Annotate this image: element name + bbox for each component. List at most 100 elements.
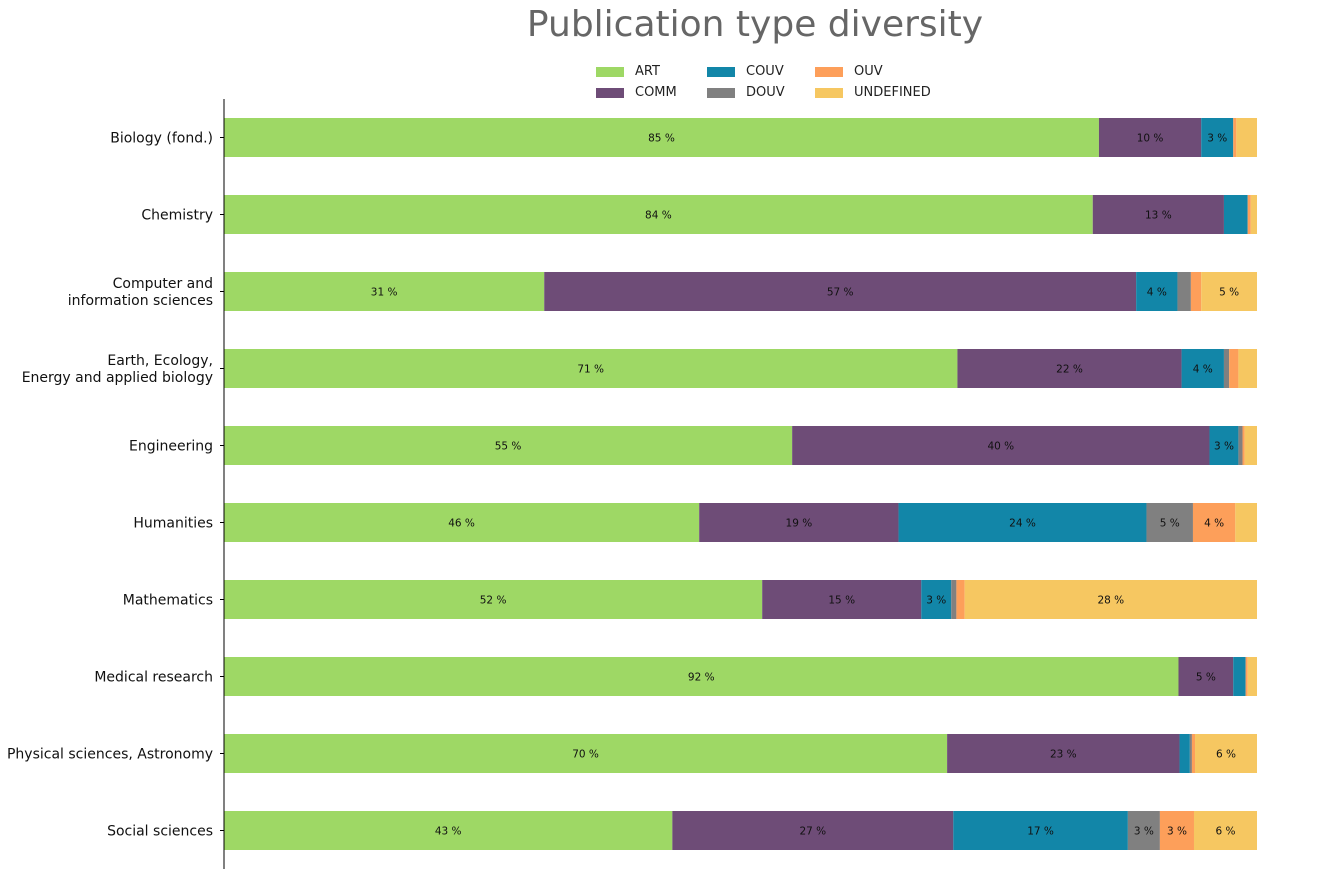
- y-tick-label: Social sciences: [107, 824, 213, 840]
- bar-segment-douv: [1127, 811, 1160, 850]
- bar-value-label: 10 %: [1137, 133, 1164, 145]
- bar-segment-undefined: [1235, 503, 1257, 542]
- bar-segment-comm: [792, 426, 1210, 465]
- bar-segment-douv: [1177, 272, 1191, 311]
- legend-label: ART: [635, 64, 660, 79]
- bar-segment-couv: [953, 811, 1128, 850]
- bar-segment-art: [224, 272, 545, 311]
- bar-value-label: 5 %: [1160, 518, 1180, 530]
- bar-value-label: 15 %: [828, 595, 855, 607]
- bar-value-label: 4 %: [1147, 287, 1167, 299]
- bar-segment-couv: [1136, 272, 1178, 311]
- bar-value-label: 27 %: [799, 826, 826, 838]
- bar-segment-couv: [1181, 349, 1224, 388]
- y-tick-label: Computer and information sciences: [68, 276, 213, 309]
- bar-value-label: 57 %: [827, 287, 854, 299]
- bar-segment-comm: [947, 734, 1180, 773]
- y-tick-label: Earth, Ecology, Energy and applied biolog…: [22, 353, 213, 386]
- bar-value-label: 31 %: [371, 287, 398, 299]
- bar-segment-comm: [1178, 657, 1234, 696]
- bar-value-label: 55 %: [495, 441, 522, 453]
- bar-value-label: 17 %: [1027, 826, 1054, 838]
- bar-segment-comm: [672, 811, 954, 850]
- bar-segment-undefined: [1250, 195, 1257, 234]
- bar-segment-undefined: [1195, 734, 1257, 773]
- bar-segment-undefined: [1193, 811, 1257, 850]
- bar-segment-comm: [1092, 195, 1224, 234]
- bar-value-label: 5 %: [1196, 672, 1216, 684]
- bar-value-label: 43 %: [435, 826, 462, 838]
- legend-swatch: [815, 66, 843, 77]
- bar-segment-couv: [898, 503, 1147, 542]
- legend-item-couv: COUV: [707, 63, 815, 80]
- legend-label: OUV: [854, 64, 883, 79]
- bar-segment-ouv: [1247, 195, 1251, 234]
- legend-item-douv: DOUV: [707, 84, 815, 101]
- bar-segment-douv: [951, 580, 957, 619]
- legend-item-comm: COMM: [596, 84, 707, 101]
- bar-segment-ouv: [1233, 118, 1237, 157]
- y-tick-label: Mathematics: [123, 593, 213, 609]
- y-tick-label: Biology (fond.): [110, 131, 213, 147]
- bar-value-label: 22 %: [1056, 364, 1083, 376]
- bar-value-label: 52 %: [480, 595, 507, 607]
- bar-value-label: 71 %: [577, 364, 604, 376]
- bar-segment-douv: [1189, 734, 1192, 773]
- bar-value-label: 6 %: [1215, 826, 1235, 838]
- bar-segment-couv: [1209, 426, 1239, 465]
- bar-value-label: 23 %: [1050, 749, 1077, 761]
- bar-value-label: 40 %: [987, 441, 1014, 453]
- legend-label: UNDEFINED: [854, 85, 931, 100]
- legend-swatch: [815, 87, 843, 98]
- bar-segment-ouv: [956, 580, 965, 619]
- legend-swatch: [596, 66, 624, 77]
- bar-value-label: 70 %: [572, 749, 599, 761]
- bar-segment-undefined: [1238, 349, 1257, 388]
- bar-value-label: 92 %: [688, 672, 715, 684]
- bar-segment-art: [224, 811, 673, 850]
- legend-item-undefined: UNDEFINED: [815, 84, 935, 101]
- y-tick-label: Medical research: [94, 670, 213, 686]
- bar-value-label: 3 %: [1207, 133, 1227, 145]
- legend-item-art: ART: [596, 63, 707, 80]
- bar-value-label: 3 %: [1214, 441, 1234, 453]
- bar-segment-ouv: [1192, 503, 1236, 542]
- bar-segment-undefined: [964, 580, 1257, 619]
- legend-label: COUV: [746, 64, 784, 79]
- bar-value-label: 6 %: [1216, 749, 1236, 761]
- bar-segment-ouv: [1159, 811, 1194, 850]
- bar-segment-comm: [1098, 118, 1202, 157]
- bar-segment-art: [224, 503, 700, 542]
- bar-segment-couv: [1233, 657, 1246, 696]
- bar-segment-couv: [1201, 118, 1234, 157]
- legend-label: DOUV: [746, 85, 785, 100]
- bar-segment-couv: [1179, 734, 1190, 773]
- bar-segment-art: [224, 118, 1099, 157]
- bar-value-label: 28 %: [1097, 595, 1124, 607]
- bar-segment-art: [224, 734, 948, 773]
- bar-segment-comm: [957, 349, 1182, 388]
- bar-segment-ouv: [1191, 734, 1196, 773]
- bar-value-label: 4 %: [1204, 518, 1224, 530]
- bar-segment-comm: [699, 503, 899, 542]
- bar-segment-art: [224, 195, 1093, 234]
- bar-segment-undefined: [1244, 426, 1257, 465]
- y-tick-label: Engineering: [129, 439, 213, 455]
- bar-value-label: 3 %: [1167, 826, 1187, 838]
- chart-legend: ART COUV OUV COMM DOUV UNDEFINED: [596, 63, 935, 101]
- bar-segment-comm: [762, 580, 922, 619]
- legend-swatch: [707, 87, 735, 98]
- bar-value-label: 13 %: [1145, 210, 1172, 222]
- bar-value-label: 46 %: [448, 518, 475, 530]
- bar-value-label: 19 %: [786, 518, 813, 530]
- bar-segment-comm: [544, 272, 1137, 311]
- bar-segment-ouv: [1229, 349, 1239, 388]
- y-tick-label: Physical sciences, Astronomy: [7, 747, 213, 763]
- bar-segment-art: [224, 657, 1179, 696]
- bar-segment-undefined: [1247, 657, 1257, 696]
- bar-value-label: 5 %: [1219, 287, 1239, 299]
- bar-value-label: 3 %: [1134, 826, 1154, 838]
- legend-label: COMM: [635, 85, 677, 100]
- bar-value-label: 4 %: [1193, 364, 1213, 376]
